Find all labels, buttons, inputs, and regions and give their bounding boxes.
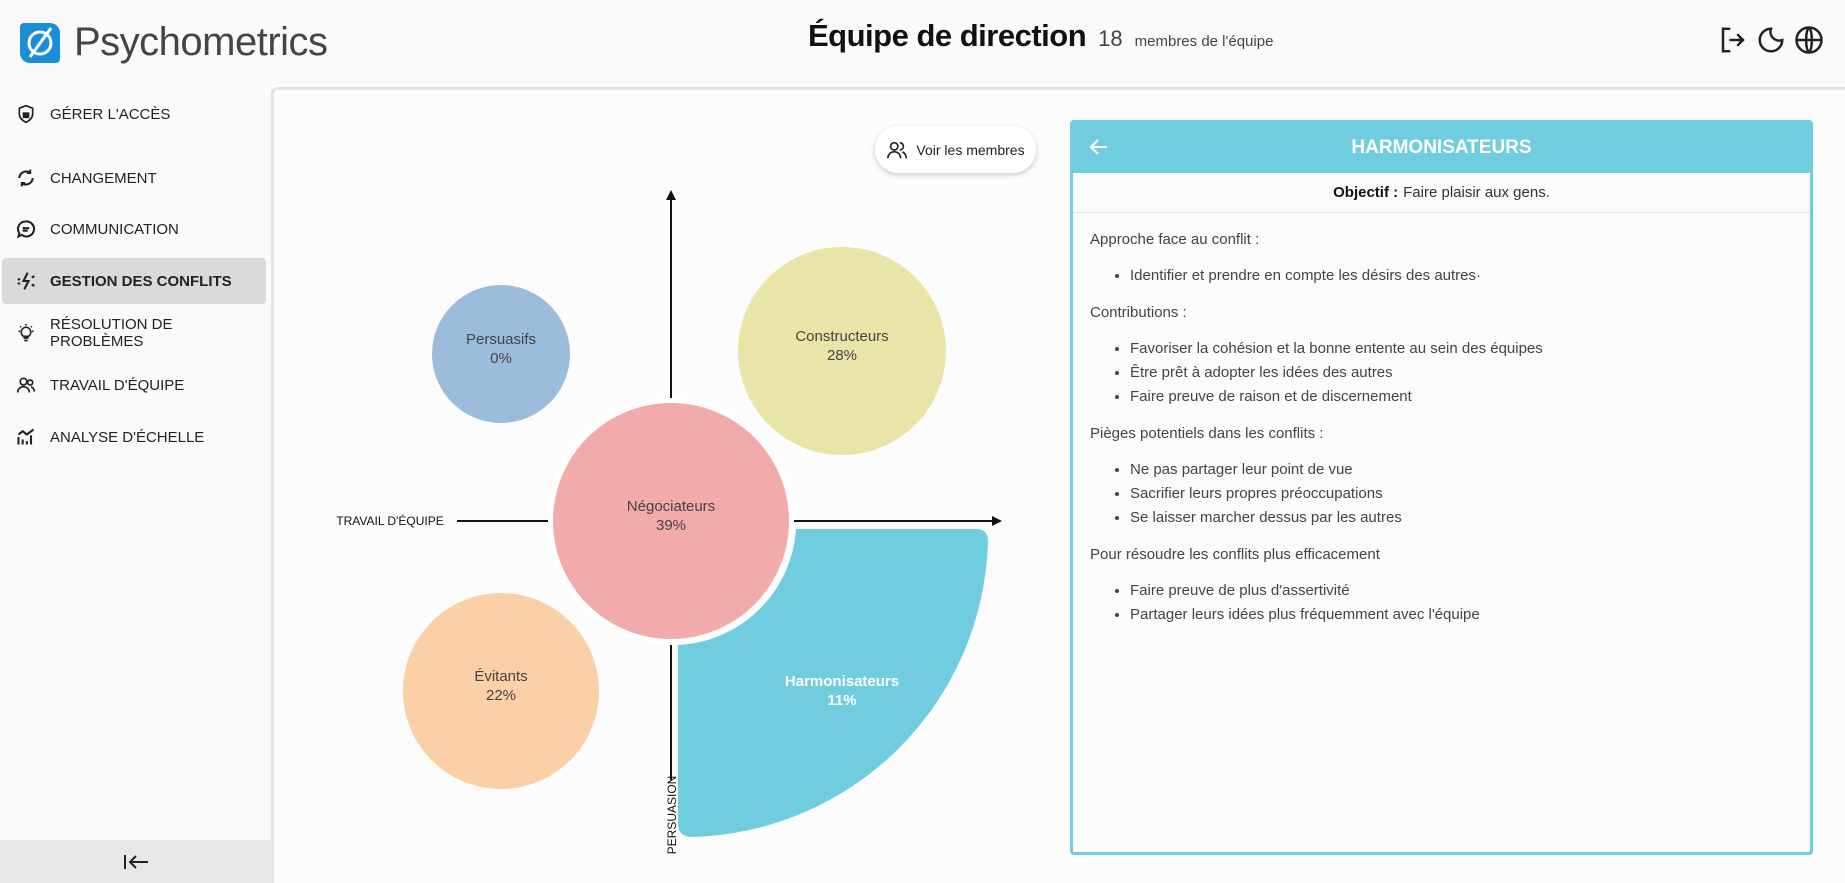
collapse-left-icon <box>123 854 148 869</box>
logo-icon <box>20 22 60 63</box>
conflict-bubble-chart: TRAVAIL D'ÉQUIPE PERSUASION Persuasifs 0%… <box>336 190 1002 855</box>
sidebar: GÉRER L'ACCÈS CHANGEMENT COMMUNICATION G… <box>0 87 271 883</box>
member-count-label: membres de l'équipe <box>1134 33 1274 50</box>
app-logo[interactable]: Psychometrics <box>20 20 328 65</box>
list-item: Se laisser marcher dessus par les autres <box>1130 506 1793 530</box>
segment-shape <box>738 247 946 455</box>
header-actions <box>1717 24 1825 56</box>
sidebar-item-problem-solving[interactable]: RÉSOLUTION DE PROBLÈMES <box>2 310 266 356</box>
view-members-label: Voir les membres <box>916 141 1025 158</box>
sidebar-item-label: TRAVAIL D'ÉQUIPE <box>50 376 185 394</box>
segment-persuasifs[interactable]: Persuasifs 0% <box>432 285 570 423</box>
top-header: Psychometrics Équipe de direction 18 mem… <box>0 0 1845 87</box>
view-members-button[interactable]: Voir les membres <box>875 126 1036 173</box>
segment-value: 11% <box>827 692 856 709</box>
sidebar-item-conflict-management[interactable]: GESTION DES CONFLITS <box>2 258 266 304</box>
section-list: Favoriser la cohésion et la bonne entent… <box>1130 337 1793 409</box>
users-icon <box>887 141 908 158</box>
sidebar-item-label: GÉRER L'ACCÈS <box>50 105 171 123</box>
sidebar-item-scale-analysis[interactable]: ANALYSE D'ÉCHELLE <box>2 414 266 460</box>
list-item: Faire preuve de plus d'assertivité <box>1130 579 1793 603</box>
segment-label: Évitants <box>474 668 527 685</box>
globe-icon[interactable] <box>1793 24 1825 56</box>
list-item: Sacrifier leurs propres préoccupations <box>1130 482 1793 506</box>
segment-label: Constructeurs <box>795 328 888 345</box>
member-count: 18 <box>1098 26 1123 51</box>
sidebar-item-label: GESTION DES CONFLITS <box>50 272 232 290</box>
sidebar-item-label: RÉSOLUTION DE PROBLÈMES <box>50 316 173 350</box>
segment-label: Harmonisateurs <box>785 673 899 690</box>
page-title: Équipe de direction <box>808 18 1087 53</box>
list-item: Identifier et prendre en compte les dési… <box>1130 264 1793 288</box>
segment-label: Négociateurs <box>627 498 715 515</box>
segment-constructeurs[interactable]: Constructeurs 28% <box>738 247 946 455</box>
back-arrow-icon[interactable] <box>1087 135 1111 159</box>
main-content: TRAVAIL D'ÉQUIPE PERSUASION Persuasifs 0%… <box>271 87 1845 883</box>
panel-body: Approche face au conflit : Identifier et … <box>1073 213 1810 661</box>
list-item: Être prêt à adopter les idées des autres <box>1130 361 1793 385</box>
sidebar-item-communication[interactable]: COMMUNICATION <box>2 206 266 252</box>
segment-evitants[interactable]: Évitants 22% <box>403 593 599 789</box>
logout-icon[interactable] <box>1717 24 1749 56</box>
lightbulb-icon <box>18 323 34 342</box>
list-item: Ne pas partager leur point de vue <box>1130 458 1793 482</box>
x-axis-label: TRAVAIL D'ÉQUIPE <box>336 513 443 528</box>
section-title: Pièges potentiels dans les conflits : <box>1090 425 1324 442</box>
moon-icon[interactable] <box>1755 24 1787 56</box>
segment-shape <box>553 403 789 639</box>
list-item: Partager leurs idées plus fréquemment av… <box>1130 603 1793 627</box>
sidebar-item-change[interactable]: CHANGEMENT <box>2 155 266 201</box>
sidebar-item-label: ANALYSE D'ÉCHELLE <box>50 428 205 446</box>
app-name: Psychometrics <box>74 20 328 64</box>
section-title: Contributions : <box>1090 304 1187 321</box>
section-list: Faire preuve de plus d'assertivitéPartag… <box>1130 579 1793 627</box>
conflict-icon <box>17 272 35 290</box>
sidebar-item-teamwork[interactable]: TRAVAIL D'ÉQUIPE <box>2 362 266 408</box>
chart-icon <box>17 428 35 445</box>
segment-harmonisateurs[interactable]: Harmonisateurs 11% <box>678 529 988 837</box>
segment-negociateurs[interactable]: Négociateurs 39% <box>548 398 794 644</box>
sidebar-item-manage-access[interactable]: GÉRER L'ACCÈS <box>2 91 266 137</box>
y-axis-label: PERSUASION <box>665 776 679 855</box>
objective-label: Objectif : <box>1333 184 1399 201</box>
segment-shape <box>403 593 599 789</box>
list-item: Faire preuve de raison et de discernemen… <box>1130 385 1793 409</box>
segment-label: Persuasifs <box>466 331 536 348</box>
segment-value: 39% <box>656 517 686 534</box>
shield-lock-icon <box>18 104 34 124</box>
users-icon <box>16 377 36 393</box>
segment-value: 28% <box>827 347 857 364</box>
objective-text: Faire plaisir aux gens. <box>1403 184 1550 201</box>
detail-panel: HARMONISATEURS Objectif : Faire plaisir … <box>1070 120 1813 855</box>
section-title: Pour résoudre les conflits plus efficace… <box>1090 546 1380 563</box>
section-list: Identifier et prendre en compte les dési… <box>1130 264 1793 288</box>
team-title: Équipe de direction 18 membres de l'équi… <box>808 18 1273 54</box>
collapse-sidebar-button[interactable] <box>0 840 271 883</box>
sidebar-item-label: CHANGEMENT <box>50 169 157 187</box>
segment-value: 0% <box>490 350 512 367</box>
segment-shape <box>678 529 988 837</box>
sidebar-item-label: COMMUNICATION <box>50 220 179 238</box>
panel-header: HARMONISATEURS <box>1073 123 1810 173</box>
section-title: Approche face au conflit : <box>1090 231 1260 248</box>
objective-row: Objectif : Faire plaisir aux gens. <box>1073 173 1810 213</box>
refresh-icon <box>18 169 34 187</box>
chat-icon <box>16 220 35 239</box>
panel-title: HARMONISATEURS <box>1351 137 1532 158</box>
list-item: Favoriser la cohésion et la bonne entent… <box>1130 337 1793 361</box>
segment-value: 22% <box>486 687 516 704</box>
segment-shape <box>432 285 570 423</box>
section-list: Ne pas partager leur point de vueSacrifi… <box>1130 458 1793 530</box>
